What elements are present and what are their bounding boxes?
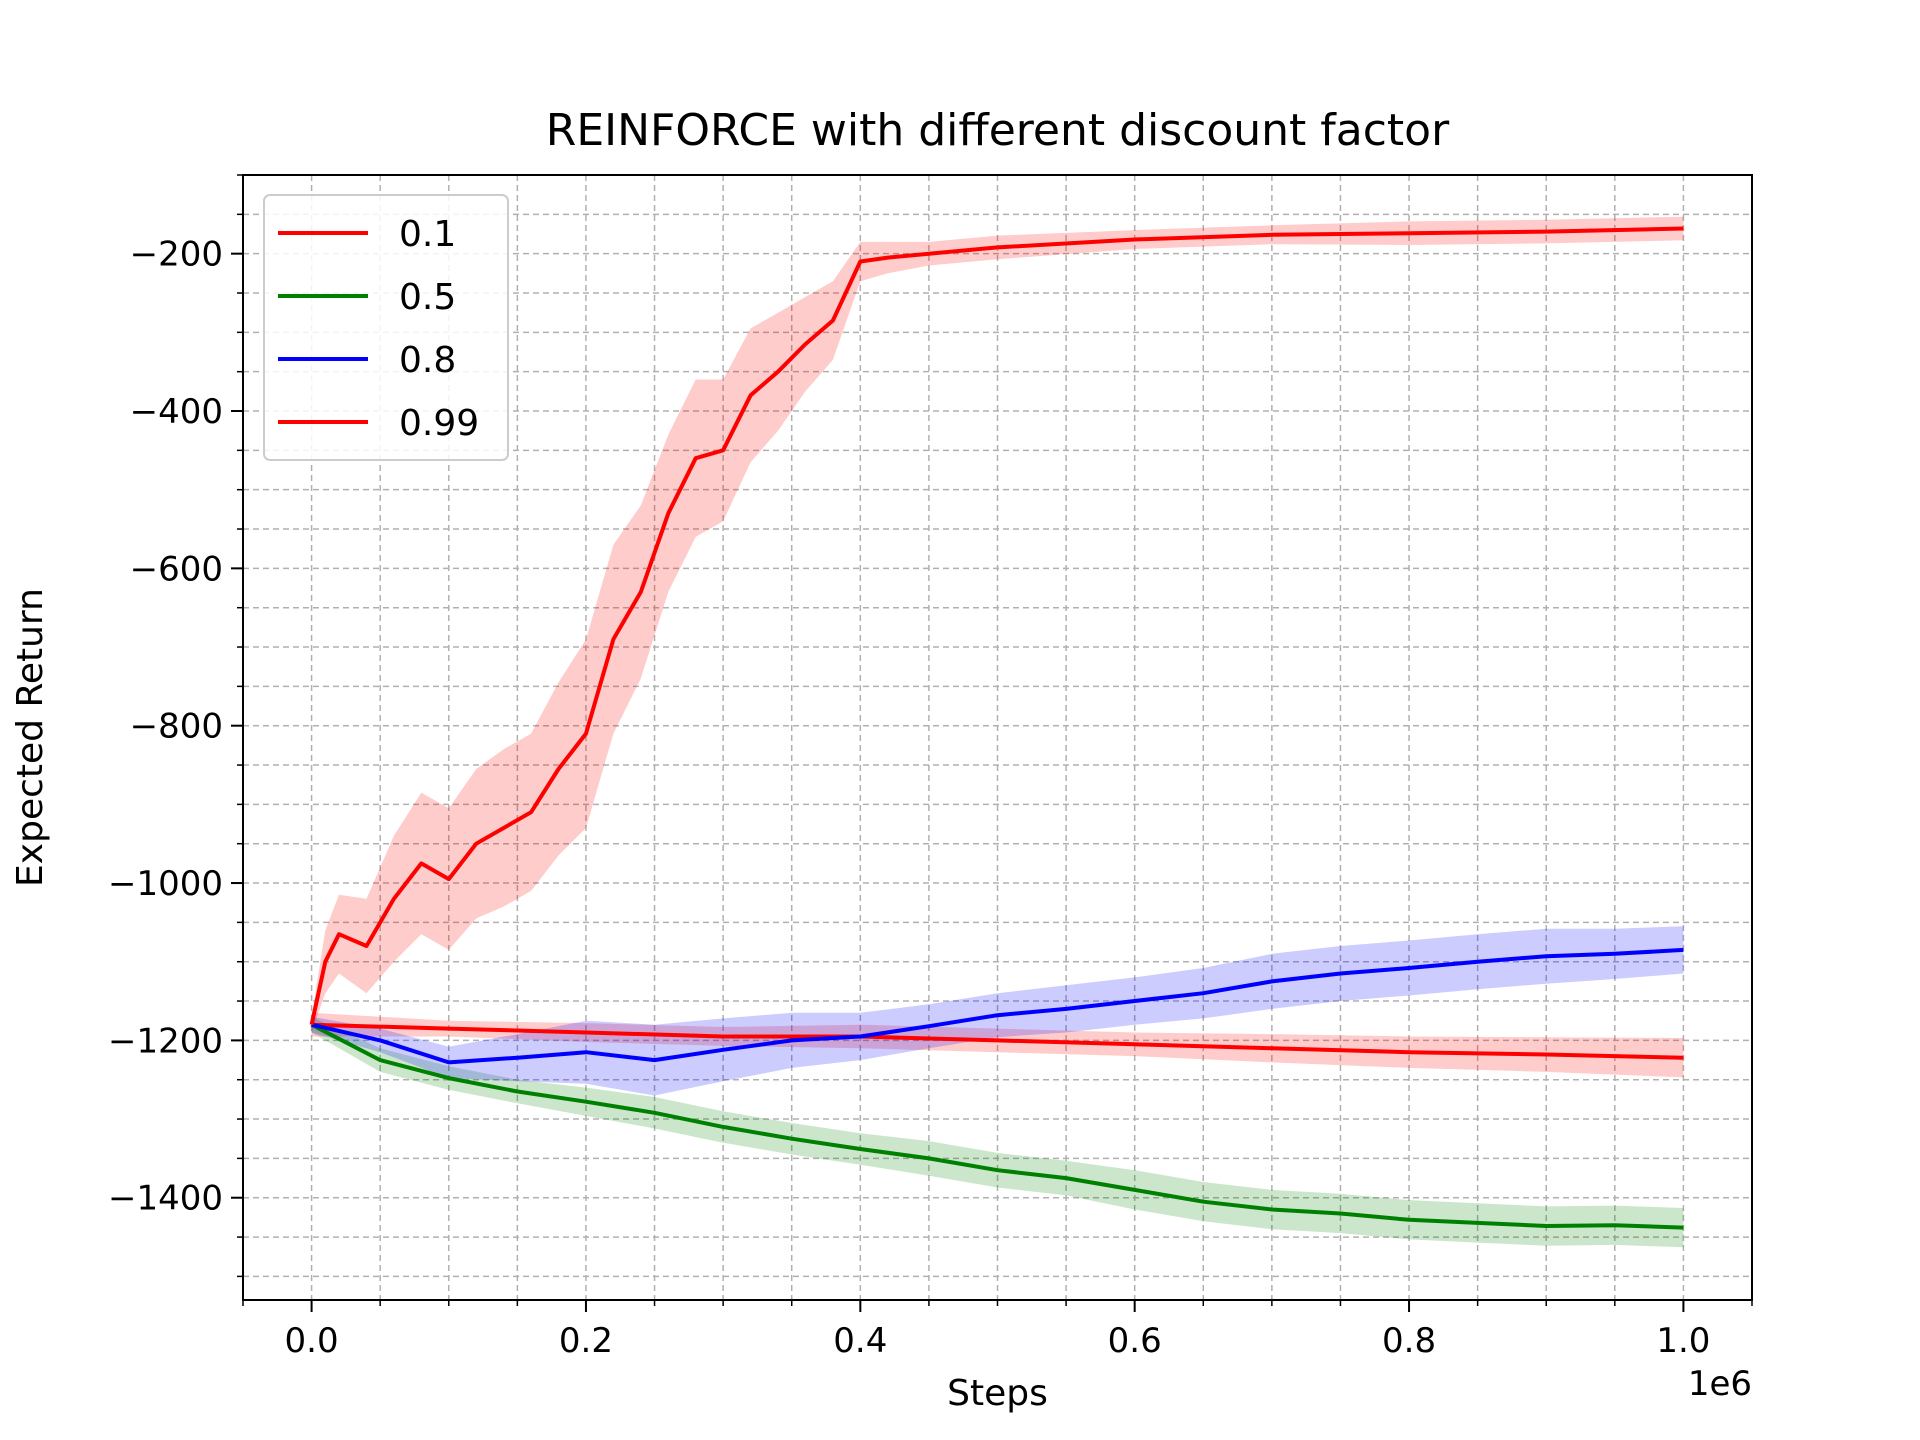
x-axis-label: Steps [947,1373,1048,1414]
x-tick-label: 0.8 [1382,1321,1436,1361]
legend-label-0: 0.1 [399,214,456,255]
y-tick-label: −1400 [108,1179,223,1219]
x-tick-label: 0.4 [833,1321,887,1361]
x-axis-offset-label: 1e6 [1688,1364,1752,1404]
series-2-line [311,947,1684,1065]
axis-ticks: 0.0 0.2 0.4 0.6 0.8 1.0 −1400 −1200 −1000 −800 −60… [108,174,1753,1361]
x-tick-label: 1.0 [1656,1321,1710,1361]
chart-title: REINFORCE with different discount factor [546,105,1450,156]
series-0-line [311,1022,1684,1060]
y-tick-label: −200 [130,235,223,275]
x-tick-label: 0.6 [1108,1321,1162,1361]
series-group [309,216,1684,1248]
legend-label-1: 0.5 [399,277,456,318]
y-tick-label: −1200 [108,1021,223,1061]
y-tick-label: −1000 [108,864,223,904]
series-2-confidence-band [311,926,1684,1096]
series-1-line [310,1022,1684,1230]
legend: 0.1 0.5 0.8 0.99 [263,194,509,461]
y-axis-label: Expected Return [10,588,51,887]
y-tick-label: −800 [130,707,223,747]
x-tick-label: 0.2 [559,1321,613,1361]
y-tick-label: −400 [130,392,223,432]
legend-label-2: 0.8 [399,340,456,381]
x-tick-label: 0.0 [285,1321,339,1361]
series-0-confidence-band [311,1012,1684,1078]
legend-box [263,194,509,461]
legend-label-3: 0.99 [399,403,479,444]
y-tick-label: −600 [130,549,223,589]
series-3-line [309,226,1684,1026]
